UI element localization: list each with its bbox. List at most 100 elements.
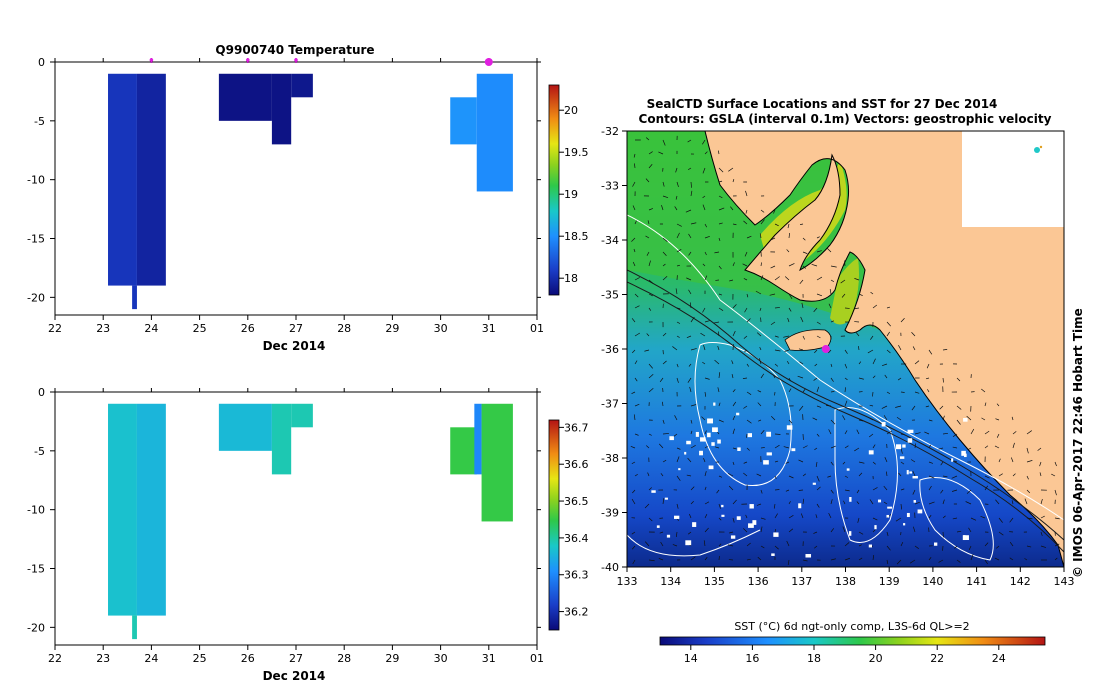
velocity-vector [886, 391, 891, 394]
velocity-vector [662, 419, 665, 424]
velocity-vector [788, 232, 790, 239]
velocity-vector [688, 251, 692, 256]
velocity-vector [686, 277, 692, 281]
velocity-vector [745, 209, 748, 214]
velocity-vector [802, 473, 807, 477]
velocity-vector [1054, 489, 1057, 496]
velocity-vector [1054, 517, 1060, 520]
velocity-vector [759, 233, 762, 239]
velocity-vector [869, 499, 874, 505]
velocity-vector [662, 498, 665, 505]
y-tick-label: 0 [38, 56, 45, 69]
velocity-vector [676, 181, 679, 188]
velocity-vector [984, 475, 990, 479]
map-lon-label: 133 [617, 575, 638, 588]
velocity-vector [645, 137, 650, 141]
velocity-vector [841, 293, 846, 298]
velocity-vector [994, 445, 1000, 449]
velocity-vector [996, 545, 1000, 549]
cloud-gap [736, 516, 741, 520]
velocity-vector [633, 153, 636, 158]
velocity-vector [770, 265, 776, 269]
cloud-gap [848, 531, 852, 536]
velocity-vector [872, 375, 876, 379]
velocity-vector [830, 279, 835, 283]
velocity-vector [938, 447, 944, 450]
sst-colorbar-tick-label: 24 [992, 652, 1006, 665]
profile-cell [132, 615, 137, 640]
velocity-vector [788, 263, 795, 267]
velocity-vector [942, 415, 945, 421]
colorbar-tick-label: 36.4 [564, 532, 589, 545]
velocity-vector [731, 360, 734, 365]
velocity-vector [672, 544, 678, 547]
velocity-vector [676, 249, 682, 253]
velocity-vector [928, 444, 932, 449]
velocity-vector [704, 445, 708, 449]
velocity-vector [732, 304, 737, 309]
velocity-vector [772, 374, 776, 379]
cloud-gap [887, 506, 893, 509]
velocity-vector [718, 265, 722, 270]
velocity-vector [704, 320, 710, 323]
velocity-vector [746, 558, 751, 561]
velocity-vector [727, 544, 734, 547]
velocity-vector [802, 265, 806, 269]
profile-time-dot [294, 58, 298, 62]
x-tick-label: 30 [434, 322, 448, 335]
velocity-vector [952, 433, 958, 438]
velocity-vector [732, 178, 735, 183]
velocity-vector [928, 475, 935, 479]
velocity-vector [830, 377, 834, 382]
velocity-vector [743, 405, 748, 409]
velocity-vector [844, 377, 848, 381]
cloud-gap [766, 452, 772, 456]
cloud-gap [909, 471, 913, 474]
velocity-vector [728, 167, 734, 172]
x-tick-label: 01 [530, 652, 544, 665]
velocity-vector [774, 513, 778, 519]
velocity-vector [662, 459, 667, 463]
velocity-vector [676, 377, 679, 383]
velocity-vector [770, 237, 776, 241]
cloud-gap [749, 504, 754, 509]
velocity-vector [760, 373, 765, 379]
velocity-vector [774, 444, 780, 449]
velocity-vector [970, 517, 977, 521]
velocity-vector [1011, 500, 1014, 505]
cloud-gap [877, 499, 882, 503]
velocity-vector [994, 557, 1000, 561]
velocity-vector [632, 559, 636, 565]
velocity-vector [802, 251, 808, 254]
velocity-vector [760, 219, 765, 225]
profile-cell [108, 403, 137, 616]
velocity-vector [788, 293, 793, 299]
velocity-vector [854, 278, 860, 281]
velocity-vector [783, 335, 790, 338]
velocity-vector [1040, 531, 1043, 536]
velocity-vector [648, 559, 655, 562]
profile-cell [132, 285, 137, 310]
velocity-vector [895, 405, 902, 408]
velocity-vector [718, 150, 720, 155]
velocity-vector [661, 401, 664, 407]
velocity-vector [704, 471, 707, 477]
map-lon-label: 139 [879, 575, 900, 588]
cloud-gap [874, 525, 877, 530]
cloud-gap [812, 482, 816, 485]
map-lon-label: 140 [922, 575, 943, 588]
velocity-vector [690, 444, 696, 449]
velocity-vector [872, 304, 878, 309]
velocity-vector [800, 316, 804, 323]
velocity-vector [898, 472, 902, 477]
velocity-vector [675, 195, 678, 200]
velocity-vector [729, 279, 734, 282]
inset-marker [1034, 147, 1040, 153]
coastline [704, 131, 1064, 567]
cloud-gap [903, 523, 906, 526]
velocity-vector [644, 541, 650, 547]
velocity-vector [662, 251, 667, 256]
velocity-vector [717, 387, 720, 393]
velocity-vector [784, 276, 790, 281]
velocity-vector [924, 431, 930, 435]
